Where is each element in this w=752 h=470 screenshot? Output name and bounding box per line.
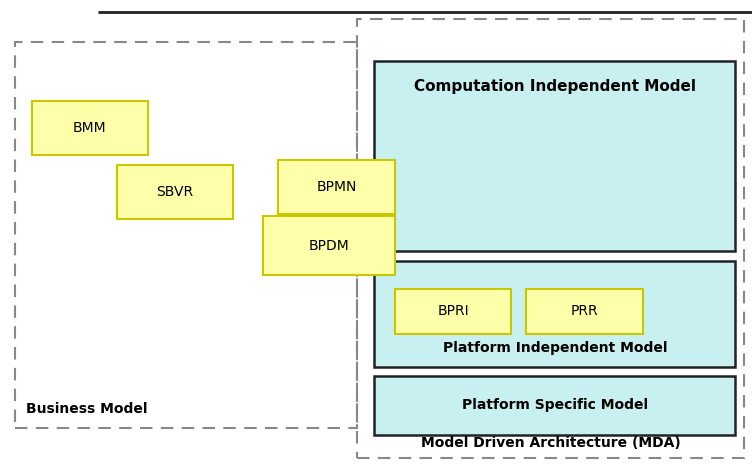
FancyBboxPatch shape <box>374 261 735 367</box>
Text: Model Driven Architecture (MDA): Model Driven Architecture (MDA) <box>421 436 681 450</box>
FancyBboxPatch shape <box>32 101 148 155</box>
FancyBboxPatch shape <box>395 289 511 334</box>
FancyBboxPatch shape <box>263 216 395 275</box>
Text: SBVR: SBVR <box>156 185 193 198</box>
Text: Business Model: Business Model <box>26 402 148 416</box>
Text: BPDM: BPDM <box>308 239 350 252</box>
FancyBboxPatch shape <box>374 61 735 251</box>
Text: Computation Independent Model: Computation Independent Model <box>414 79 696 94</box>
FancyBboxPatch shape <box>374 376 735 435</box>
Text: Platform Specific Model: Platform Specific Model <box>462 399 648 412</box>
FancyBboxPatch shape <box>526 289 643 334</box>
Text: BPMN: BPMN <box>317 180 356 194</box>
Text: PRR: PRR <box>571 305 599 318</box>
Text: BMM: BMM <box>73 121 107 135</box>
FancyBboxPatch shape <box>278 160 395 214</box>
Text: BPRI: BPRI <box>437 305 469 318</box>
FancyBboxPatch shape <box>117 164 233 219</box>
Text: Platform Independent Model: Platform Independent Model <box>443 341 667 355</box>
